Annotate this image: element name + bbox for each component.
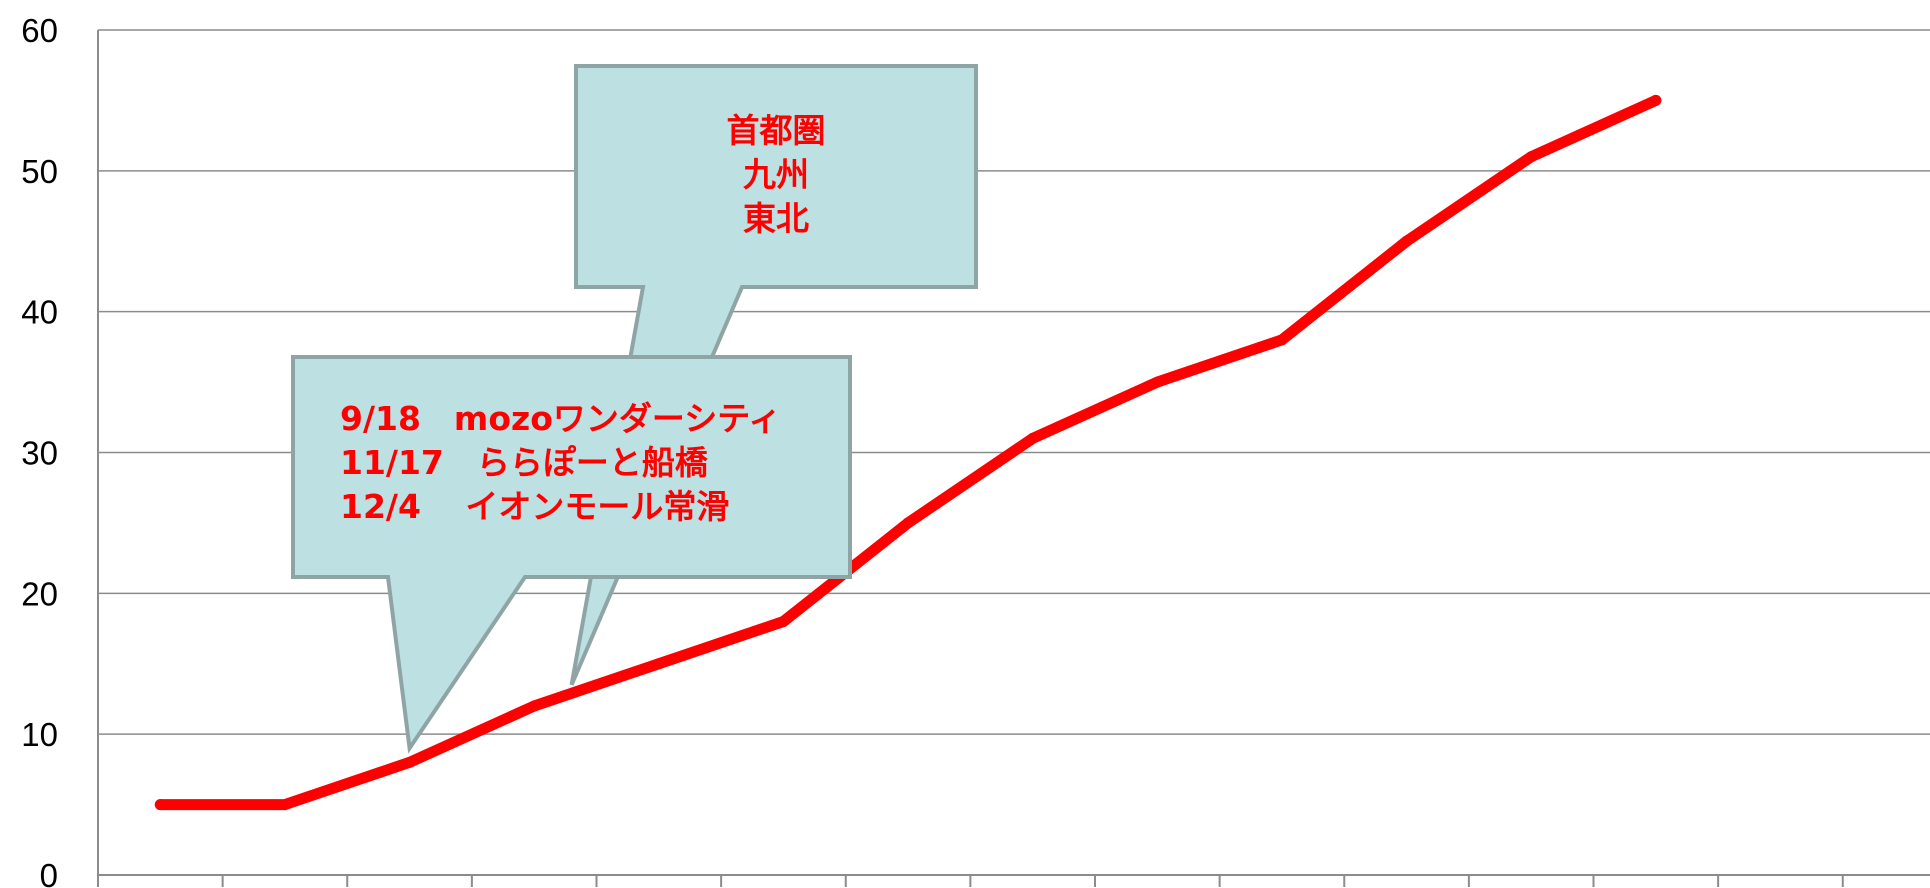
data-point xyxy=(279,799,291,811)
data-point xyxy=(528,700,540,712)
y-tick-label-30: 30 xyxy=(21,435,58,472)
data-point xyxy=(404,756,416,768)
y-tick-label-40: 40 xyxy=(21,294,58,331)
callout-1: 9/18 mozoワンダーシティ 11/17 ららぽーと船橋 12/4 イオンモール… xyxy=(291,355,852,754)
y-tick-label-20: 20 xyxy=(21,575,58,612)
callout-text-line: 東北 xyxy=(743,199,809,238)
y-tick-label-10: 10 xyxy=(21,716,58,753)
data-point xyxy=(1276,334,1288,346)
callout-text-line: 首都圏 xyxy=(727,111,826,150)
axes xyxy=(97,30,1930,887)
data-point xyxy=(1027,432,1039,444)
series-group xyxy=(154,94,1662,811)
y-tick-label-0: 0 xyxy=(40,857,58,888)
callout-text-line: 11/17 ららぽーと船橋 xyxy=(340,443,709,482)
y-axis-ticks: 0 10 20 30 40 50 60 xyxy=(21,12,58,888)
callout-shape xyxy=(291,355,852,754)
callout-text-line: 9/18 mozoワンダーシティ xyxy=(340,399,781,438)
callout-text-line: 九州 xyxy=(743,155,809,194)
callout-text-line: 12/4 イオンモール常滑 xyxy=(340,487,729,526)
data-point xyxy=(1650,94,1662,106)
data-point xyxy=(1151,376,1163,388)
y-tick-label-60: 60 xyxy=(21,12,58,49)
data-point xyxy=(1401,235,1413,247)
data-point xyxy=(777,616,789,627)
data-point xyxy=(902,517,914,529)
data-point xyxy=(653,658,665,670)
y-tick-label-50: 50 xyxy=(21,153,58,190)
data-point xyxy=(1525,151,1537,163)
data-point xyxy=(154,799,166,811)
